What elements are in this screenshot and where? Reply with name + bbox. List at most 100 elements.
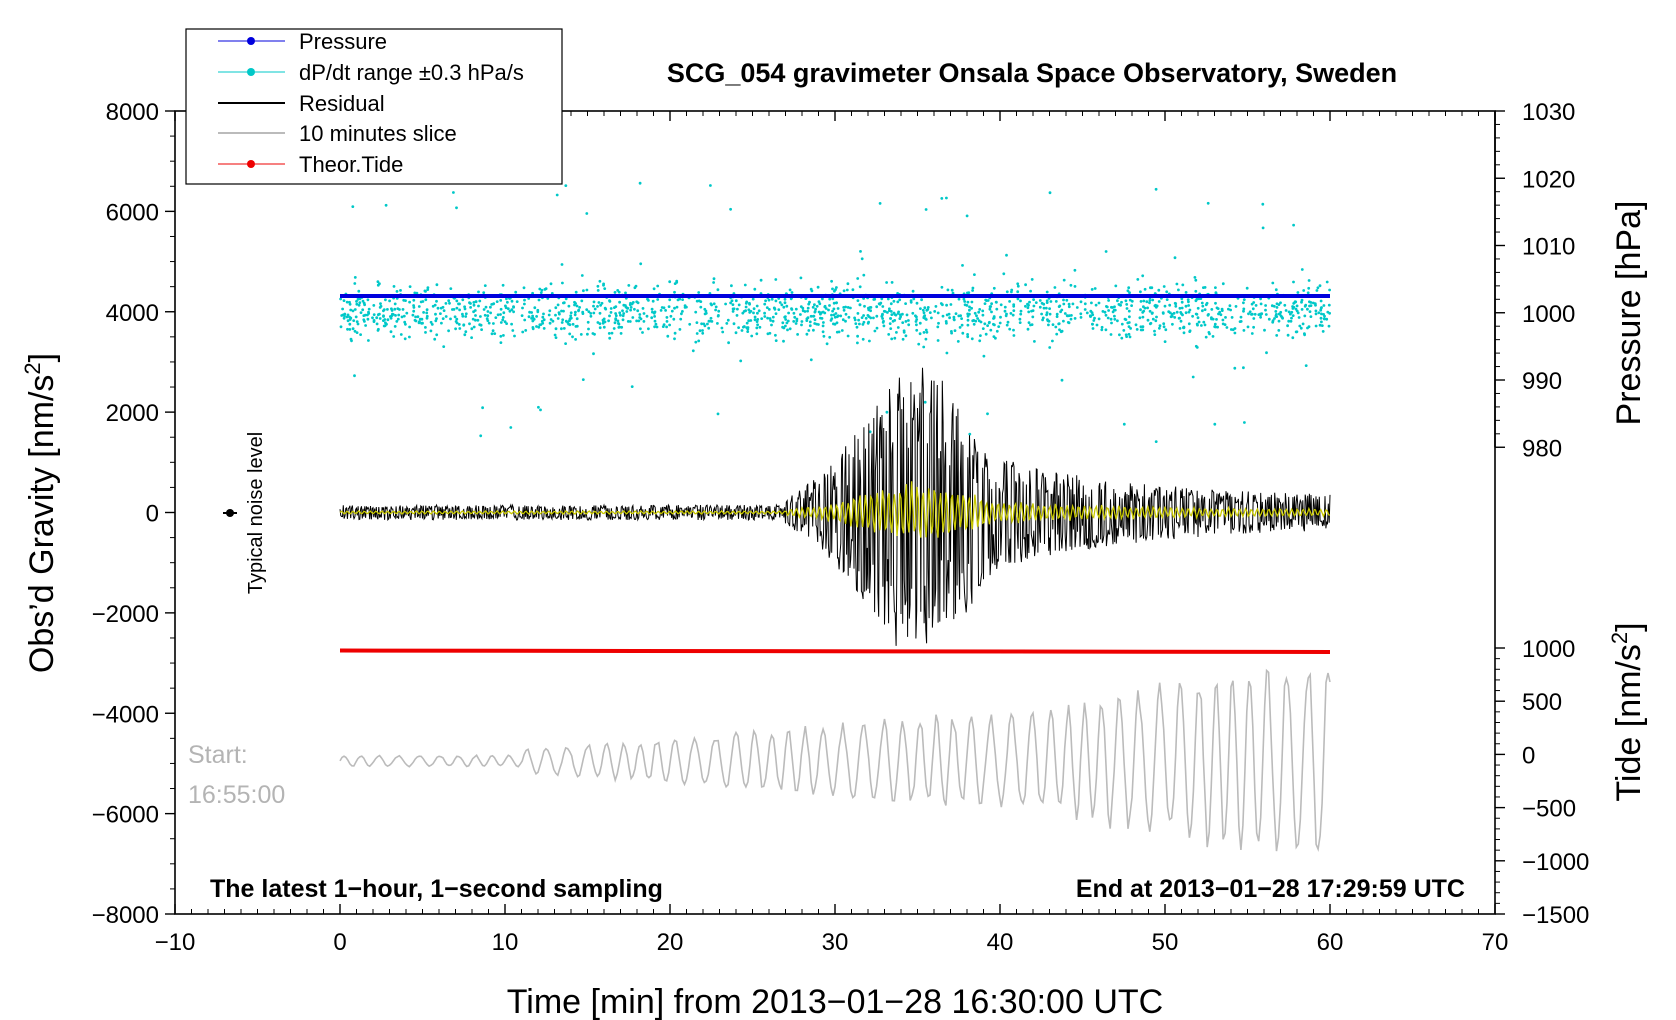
dpdt-point	[862, 320, 866, 324]
dpdt-point	[1125, 307, 1129, 310]
dpdt-point	[472, 325, 476, 329]
x-tick-label: −10	[155, 929, 196, 956]
dpdt-point	[1168, 303, 1172, 307]
dpdt-point	[961, 264, 964, 267]
dpdt-point	[577, 308, 581, 312]
dpdt-point	[608, 299, 611, 303]
dpdt-point	[951, 291, 955, 295]
dpdt-point	[1113, 314, 1116, 318]
dpdt-point	[790, 307, 793, 311]
dpdt-point	[919, 307, 922, 310]
dpdt-point	[915, 318, 919, 321]
dpdt-point	[527, 315, 531, 319]
dpdt-point	[567, 304, 571, 308]
left-tick-label: −6000	[92, 802, 159, 829]
dpdt-point	[1306, 291, 1310, 295]
dpdt-point	[455, 306, 459, 310]
dpdt-point	[551, 319, 555, 323]
dpdt-point	[1067, 321, 1071, 325]
dpdt-point	[673, 331, 677, 335]
dpdt-point	[920, 298, 923, 302]
dpdt-point	[872, 316, 875, 320]
dpdt-point	[822, 334, 826, 338]
dpdt-point	[523, 302, 526, 306]
dpdt-point	[1173, 256, 1177, 260]
dpdt-point	[979, 320, 983, 324]
dpdt-point	[494, 316, 498, 319]
dpdt-point	[599, 303, 602, 307]
dpdt-point	[1128, 298, 1132, 302]
dpdt-point	[717, 314, 720, 317]
dpdt-point	[401, 308, 405, 311]
dpdt-point	[763, 315, 767, 318]
dpdt-point	[1034, 301, 1038, 304]
dpdt-point	[564, 297, 568, 301]
legend-label-tide: Theor.Tide	[299, 152, 403, 177]
left-tick-label: −4000	[92, 701, 159, 728]
dpdt-point	[949, 303, 953, 306]
dpdt-point	[616, 289, 620, 292]
dpdt-point	[767, 308, 771, 311]
dpdt-point	[981, 313, 985, 317]
dpdt-point	[1180, 297, 1184, 301]
dpdt-point	[1047, 323, 1050, 327]
dpdt-point	[1239, 315, 1243, 319]
dpdt-point	[560, 309, 563, 313]
dpdt-point	[462, 323, 466, 327]
dpdt-point	[756, 311, 759, 315]
dpdt-point	[1303, 314, 1307, 318]
dpdt-point	[827, 308, 830, 312]
dpdt-point	[831, 309, 834, 313]
dpdt-point	[573, 313, 577, 317]
dpdt-point	[1016, 297, 1020, 301]
dpdt-point	[856, 334, 859, 338]
dpdt-point	[638, 313, 642, 316]
dpdt-point	[878, 302, 882, 306]
dpdt-point	[390, 309, 394, 312]
dpdt-point	[389, 316, 393, 320]
dpdt-point	[1201, 304, 1205, 308]
dpdt-point	[822, 321, 825, 324]
dpdt-point	[1006, 320, 1010, 324]
dpdt-point	[508, 309, 512, 313]
dpdt-point	[515, 300, 519, 303]
dpdt-point	[1154, 187, 1158, 191]
dpdt-point	[665, 320, 669, 323]
dpdt-point	[755, 304, 759, 308]
dpdt-point	[357, 303, 361, 307]
dpdt-point	[923, 400, 927, 404]
dpdt-point	[496, 313, 500, 317]
dpdt-point	[1322, 317, 1326, 321]
dpdt-point	[867, 315, 871, 318]
filtered-residual-line	[339, 481, 1331, 538]
dpdt-point	[993, 323, 996, 327]
dpdt-point	[945, 196, 948, 200]
dpdt-point	[885, 410, 889, 414]
x-tick-label: 70	[1482, 929, 1509, 956]
dpdt-point	[617, 322, 621, 326]
dpdt-point	[987, 321, 991, 325]
dpdt-point	[1233, 327, 1237, 330]
dpdt-point	[968, 312, 971, 316]
dpdt-point	[1093, 316, 1096, 320]
dpdt-point	[1284, 309, 1288, 312]
dpdt-point	[573, 300, 576, 304]
dpdt-point	[1110, 321, 1113, 325]
dpdt-point	[992, 335, 996, 338]
dpdt-point	[963, 303, 967, 307]
dpdt-point	[1049, 300, 1053, 303]
dpdt-point	[1141, 315, 1145, 319]
dpdt-point	[970, 300, 974, 304]
dpdt-point	[424, 326, 427, 329]
left-tick-label: 8000	[106, 99, 159, 126]
dpdt-point	[1207, 313, 1210, 316]
dpdt-point	[444, 302, 448, 305]
dpdt-point	[751, 297, 755, 301]
dpdt-point	[1245, 286, 1249, 290]
dpdt-point	[784, 324, 787, 328]
dpdt-point	[1005, 290, 1009, 294]
dpdt-point	[796, 333, 799, 336]
dpdt-point	[530, 311, 533, 314]
dpdt-point	[1210, 308, 1214, 311]
